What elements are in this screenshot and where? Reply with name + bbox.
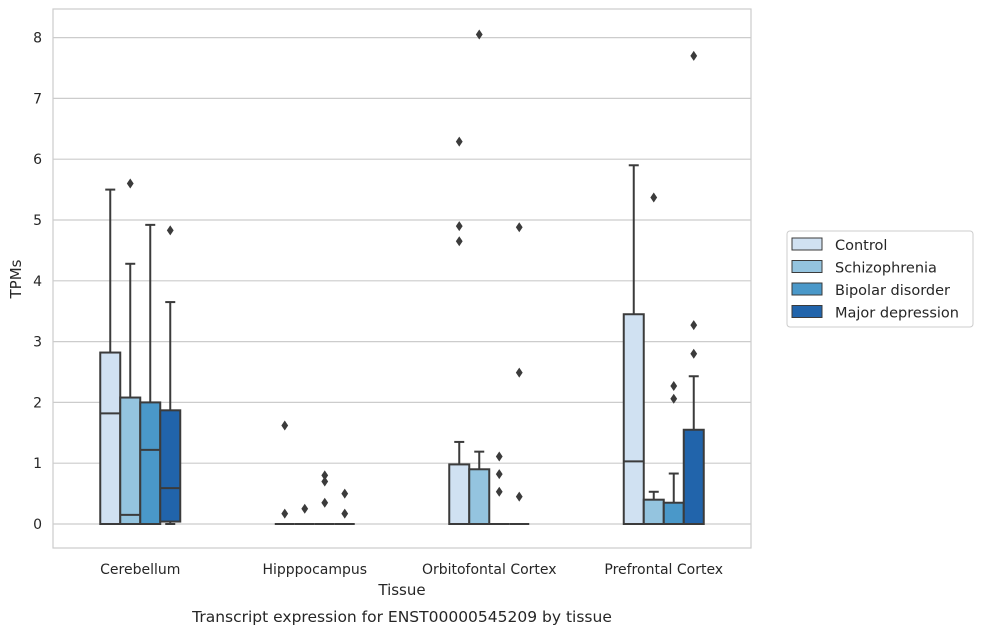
y-tick-label: 0: [33, 517, 42, 533]
box-control-orbitofontal-cortex: [448, 136, 471, 525]
plot-frame: [52, 8, 752, 549]
legend-swatch-bipolar-disorder: [791, 282, 823, 296]
legend-label-bipolar-disorder: Bipolar disorder: [835, 283, 950, 299]
y-axis-label: TPMs: [7, 259, 25, 299]
y-tick-labels: 0 1 2 3 4 5 6 7 8: [33, 31, 42, 533]
outlier-point: [515, 367, 523, 378]
outlier-point: [455, 136, 463, 147]
box-schizophrenia-hipppocampus: [294, 503, 315, 525]
x-tick-label: Cerebellum: [100, 562, 180, 578]
box-bipolar-disorder-hipppocampus: [314, 470, 335, 525]
x-tick-label: Prefrontal Cortex: [604, 562, 723, 578]
outlier-point: [495, 486, 503, 497]
outlier-point: [495, 451, 503, 462]
box-iqr: [139, 401, 162, 525]
outlier-point: [670, 380, 678, 391]
y-tick-label: 8: [33, 31, 42, 47]
outlier-point: [690, 50, 698, 61]
outlier-point: [321, 470, 329, 481]
outlier-point: [495, 469, 503, 480]
outlier-point: [321, 497, 329, 508]
legend-label-control: Control: [835, 238, 887, 254]
y-tick-label: 3: [33, 335, 42, 351]
box-iqr: [119, 396, 142, 526]
box-major-depression-prefrontal-cortex: [682, 50, 705, 526]
outlier-point: [166, 225, 174, 236]
box-iqr: [622, 313, 645, 525]
outlier-point: [301, 503, 309, 514]
box-bipolar-disorder-cerebellum: [139, 223, 162, 525]
y-tick-label: 7: [33, 91, 42, 107]
legend-swatch-major-depression: [791, 305, 823, 318]
chart-caption: Transcript expression for ENST0000054520…: [191, 608, 612, 626]
outlier-point: [690, 320, 698, 331]
box-major-depression-cerebellum: [159, 225, 182, 525]
legend-label-major-depression: Major depression: [835, 306, 959, 322]
box-bipolar-disorder-orbitofontal-cortex: [489, 451, 510, 525]
x-axis-label: Tissue: [377, 581, 425, 599]
box-major-depression-orbitofontal-cortex: [509, 222, 530, 525]
box-control-hipppocampus: [274, 420, 295, 525]
box-iqr: [682, 428, 705, 526]
box-schizophrenia-orbitofontal-cortex: [468, 29, 491, 525]
box-iqr: [662, 501, 685, 526]
box-control-prefrontal-cortex: [622, 164, 645, 525]
outlier-point: [515, 222, 523, 233]
legend-swatch-control: [791, 237, 823, 251]
box-control-cerebellum: [99, 188, 122, 525]
box-plot-layer: [99, 29, 705, 526]
box-iqr: [448, 463, 471, 525]
legend-label-schizophrenia: Schizophrenia: [835, 261, 937, 277]
x-tick-labels: Cerebellum Hipppocampus Orbitofontal Corte…: [100, 562, 723, 578]
outlier-point: [690, 348, 698, 359]
outlier-point: [455, 236, 463, 247]
outlier-point: [341, 488, 349, 499]
box-bipolar-disorder-prefrontal-cortex: [662, 380, 685, 526]
outlier-point: [281, 508, 289, 519]
x-tick-label: Orbitofontal Cortex: [422, 562, 557, 578]
outlier-point: [126, 178, 134, 189]
box-schizophrenia-prefrontal-cortex: [642, 192, 665, 525]
box-iqr: [642, 498, 665, 525]
outlier-point: [475, 29, 483, 40]
y-tick-label: 6: [33, 152, 42, 168]
box-major-depression-hipppocampus: [334, 488, 355, 525]
x-tick-label: Hipppocampus: [262, 562, 367, 578]
legend-frame: [786, 230, 974, 328]
y-tick-label: 5: [33, 213, 42, 229]
y-tick-label: 4: [33, 274, 42, 290]
outlier-point: [670, 393, 678, 404]
legend-swatch-schizophrenia: [791, 260, 823, 273]
y-tick-label: 1: [33, 456, 42, 472]
legend: Control Schizophrenia Bipolar disorder Majo…: [786, 230, 974, 328]
outlier-point: [515, 491, 523, 502]
outlier-point: [321, 476, 329, 487]
box-iqr: [99, 351, 122, 525]
outlier-point: [341, 508, 349, 519]
box-iqr: [468, 468, 491, 525]
outlier-point: [455, 221, 463, 232]
outlier-point: [650, 192, 658, 203]
y-tick-label: 2: [33, 395, 42, 411]
box-iqr: [159, 409, 182, 523]
outlier-point: [281, 420, 289, 431]
